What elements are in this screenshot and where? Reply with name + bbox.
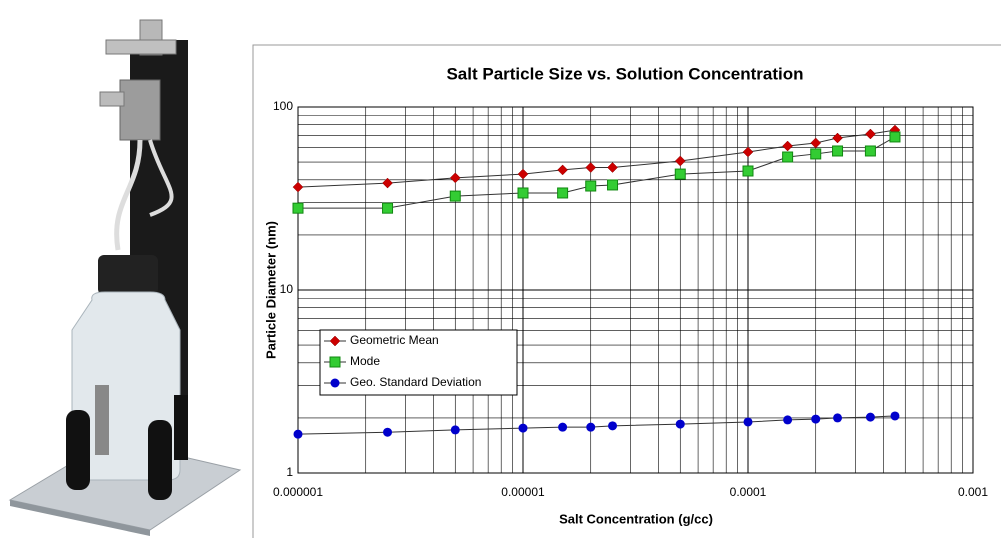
point <box>782 140 793 152</box>
point <box>329 356 341 368</box>
point <box>833 413 843 423</box>
point <box>329 335 341 347</box>
chart-title: Salt Particle Size vs. Solution Concentr… <box>446 64 803 83</box>
point <box>517 187 529 199</box>
x-tick-label: 0.0001 <box>730 485 767 499</box>
point <box>783 415 793 425</box>
device-photo <box>8 19 242 536</box>
point <box>674 168 686 180</box>
point <box>608 421 618 431</box>
y-tick-label: 100 <box>273 99 293 113</box>
point <box>607 179 619 191</box>
y-tick-label: 1 <box>286 465 293 479</box>
point <box>864 145 876 157</box>
point <box>742 165 754 177</box>
plot <box>292 124 901 439</box>
point <box>810 148 822 160</box>
x-tick-label: 0.00001 <box>501 485 545 499</box>
y-tick-label: 10 <box>280 282 294 296</box>
x-tick-label: 0.000001 <box>273 485 323 499</box>
point <box>292 202 304 214</box>
point <box>449 172 461 184</box>
point <box>890 411 900 421</box>
point <box>607 162 618 173</box>
x-tick-label: 0.001 <box>958 485 988 499</box>
point <box>557 164 568 176</box>
point <box>674 155 686 167</box>
point <box>586 422 596 432</box>
legend: Geometric Mean Mode Geo. Standard Deviatio… <box>319 329 518 396</box>
point <box>742 146 754 158</box>
point <box>810 137 822 149</box>
grid: 0.000001 0.00001 0.0001 0.001 1 10 100 <box>273 99 988 499</box>
point <box>383 427 393 437</box>
point <box>382 202 394 214</box>
x-axis-label: Salt Concentration (g/cc) <box>559 511 713 526</box>
legend-label: Geometric Mean <box>350 333 439 347</box>
legend-box <box>319 329 518 396</box>
point <box>449 190 461 202</box>
point <box>782 151 794 163</box>
point <box>832 145 844 157</box>
point <box>293 429 303 439</box>
point <box>558 422 568 432</box>
point <box>743 417 753 427</box>
point <box>865 412 875 422</box>
point <box>832 132 843 144</box>
legend-label: Mode <box>350 354 380 368</box>
plot-border <box>297 106 974 474</box>
point <box>811 414 821 424</box>
point <box>585 162 597 173</box>
point <box>382 177 393 189</box>
chart-frame <box>252 44 1001 538</box>
point <box>450 425 460 435</box>
point <box>675 419 685 429</box>
y-axis-label: Particle Diameter (nm) <box>263 221 278 359</box>
legend-label: Geo. Standard Deviation <box>350 375 481 389</box>
point <box>889 131 901 143</box>
point <box>585 180 597 192</box>
point <box>557 187 569 199</box>
point <box>517 168 529 180</box>
point <box>292 181 304 193</box>
point <box>518 423 528 433</box>
point <box>865 128 876 140</box>
point <box>330 378 340 388</box>
